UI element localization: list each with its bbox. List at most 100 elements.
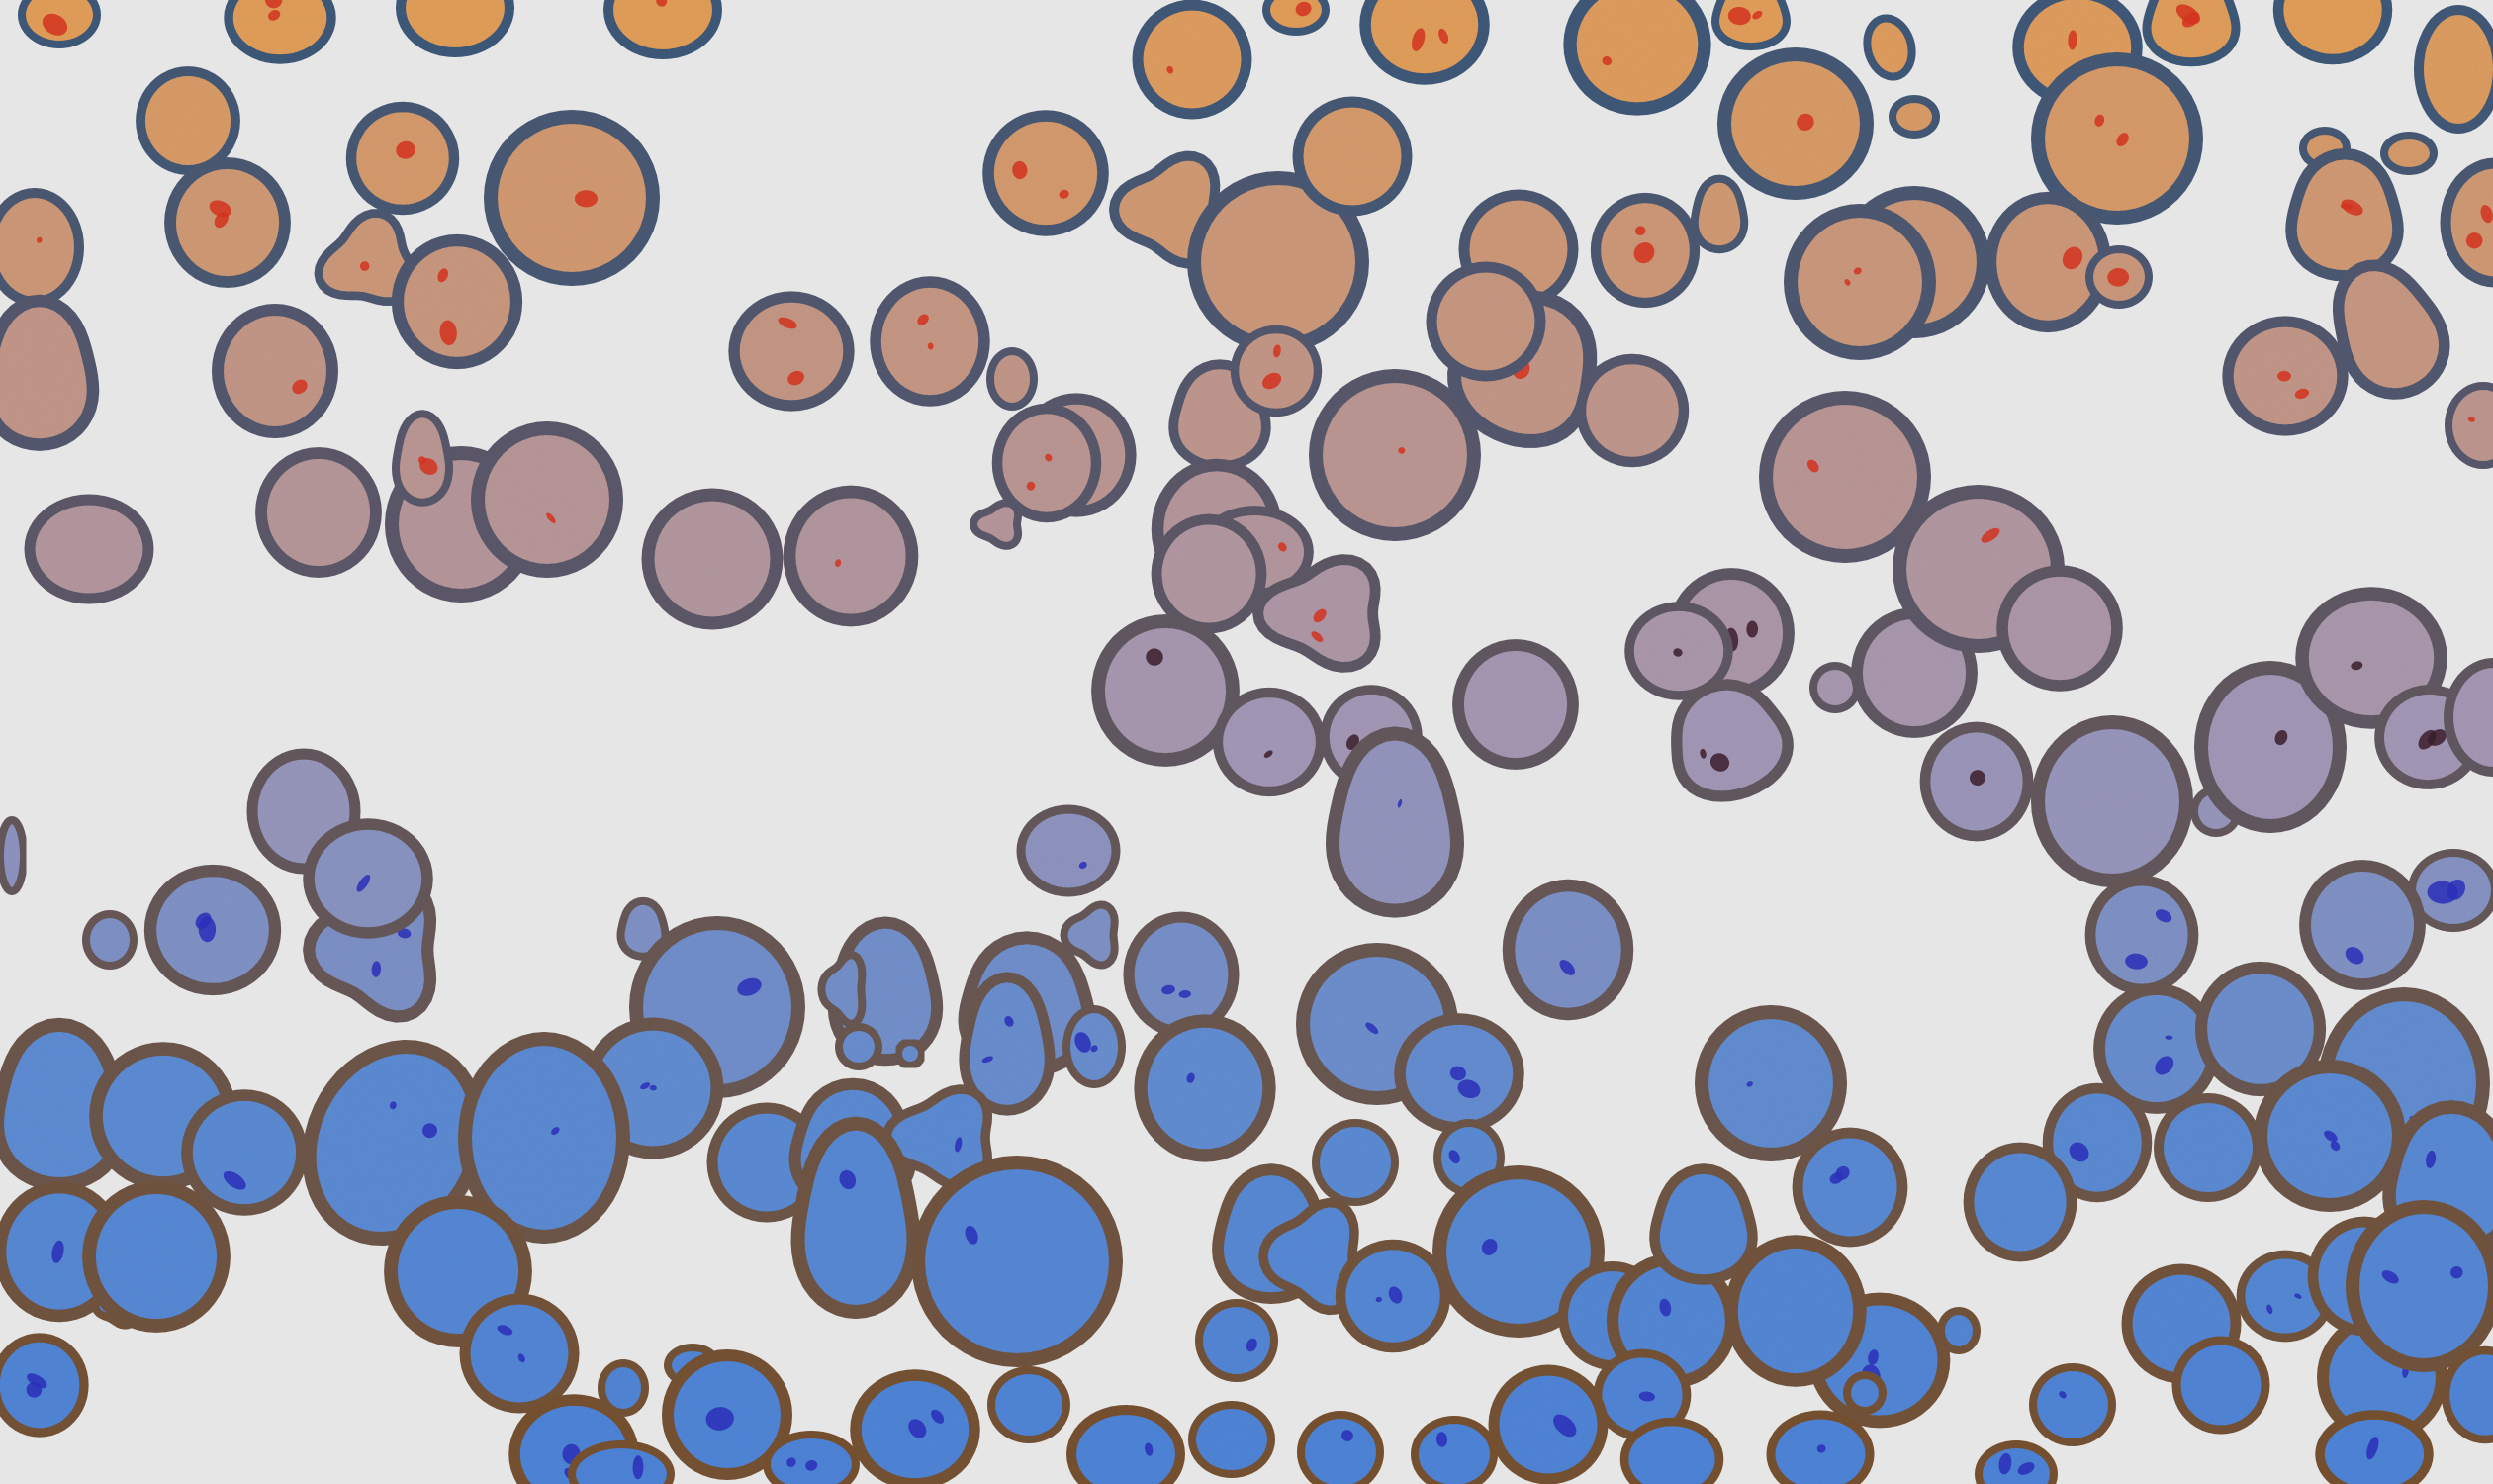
cell [0, 816, 28, 895]
cell-inclusion [1752, 10, 1763, 20]
cell-inclusion [1178, 989, 1191, 998]
cell-inclusion [417, 456, 426, 465]
cell [1889, 95, 1940, 139]
cell-inclusion [656, 0, 668, 7]
cell [1792, 1127, 1908, 1248]
cell-body [1297, 1411, 1384, 1484]
cell-body [987, 1366, 1070, 1443]
cell-inclusion [2450, 1265, 2463, 1279]
cell-inclusion [1340, 1430, 1353, 1441]
cell-inclusion [1700, 748, 1707, 759]
cell-inclusion [292, 379, 308, 395]
cell-inclusion [1602, 56, 1613, 66]
cell-body [1502, 879, 1634, 1021]
cell-inclusion [1090, 1045, 1098, 1053]
cell [459, 1293, 580, 1414]
cell-inclusion [917, 314, 929, 325]
cell-body [2029, 1363, 2116, 1446]
cell-inclusion [705, 1407, 734, 1431]
cell [164, 157, 291, 288]
cell-inclusion [2467, 417, 2475, 422]
cell-inclusion [2017, 1462, 2035, 1475]
cell [991, 403, 1102, 523]
cell-inclusion [1398, 447, 1406, 454]
cell [0, 1017, 129, 1191]
cell-body [2440, 157, 2493, 288]
cell [1695, 1005, 1847, 1161]
cell-body [1863, 14, 1916, 81]
cell-inclusion [397, 928, 412, 939]
cell [1619, 1417, 1724, 1484]
cell-inclusion [1004, 1016, 1014, 1027]
cell-inclusion [931, 1409, 945, 1424]
cell-body [396, 0, 514, 57]
cell-body [82, 1180, 231, 1333]
cell [1123, 911, 1240, 1038]
cell-inclusion [981, 1056, 993, 1064]
cell-body [1066, 1405, 1185, 1484]
cell-body [0, 188, 84, 307]
cell-inclusion [42, 13, 68, 36]
cell [662, 1349, 792, 1480]
cell-inclusion [1438, 28, 1449, 44]
cell-body [2285, 147, 2404, 282]
cell-body [783, 485, 919, 627]
cell-body [1309, 369, 1481, 541]
cell-inclusion [1998, 1452, 2012, 1475]
cell-body [2031, 52, 2203, 225]
cell [911, 1156, 1123, 1367]
cell-body [1359, 0, 1490, 85]
cell-body [959, 972, 1056, 1116]
cell [1843, 1371, 1887, 1415]
cell-body [1411, 1416, 1498, 1484]
cell-inclusion [264, 0, 283, 9]
cell-inclusion [2324, 1130, 2338, 1143]
cell [2440, 157, 2493, 288]
cell-inclusion [2341, 199, 2363, 216]
cell-body [728, 291, 855, 412]
cell-body [1784, 204, 1936, 360]
cell [1784, 204, 1936, 360]
cell-inclusion [1273, 344, 1281, 358]
cell [1809, 662, 1861, 713]
cell-inclusion [1045, 453, 1053, 462]
cell-body [0, 816, 28, 895]
cell-inclusion [267, 10, 281, 21]
cell-body [2272, 0, 2393, 65]
cell-body [2444, 658, 2493, 777]
cell-inclusion [2116, 133, 2129, 146]
cell [2029, 1363, 2116, 1446]
cell-body [1091, 614, 1240, 767]
cell [2042, 1082, 2153, 1203]
cell-body [1060, 900, 1119, 970]
cell-body [0, 1017, 129, 1191]
cell-inclusion [2062, 246, 2083, 270]
cell [224, 0, 336, 64]
cell [1016, 804, 1121, 897]
cell-inclusion [1246, 1338, 1257, 1352]
cell-body [1426, 261, 1546, 382]
cell-body [1016, 804, 1121, 897]
cell-inclusion [1186, 1072, 1195, 1083]
cell-inclusion [835, 559, 842, 568]
cell [2142, 0, 2241, 67]
cell-body [1151, 513, 1267, 634]
cell-inclusion [2330, 1141, 2341, 1152]
cell-inclusion [437, 268, 449, 283]
cell-inclusion [1981, 527, 2000, 543]
cell [2444, 658, 2493, 777]
cell [1649, 1163, 1758, 1285]
cell-body [641, 488, 784, 630]
cell-inclusion [649, 1084, 657, 1091]
cell-body [2441, 1345, 2493, 1444]
cell-body [1488, 1364, 1609, 1484]
cell-inclusion [1853, 267, 1862, 275]
cell-body [1759, 391, 1931, 563]
cell [728, 291, 855, 412]
cell [1359, 0, 1490, 85]
cell [212, 304, 338, 438]
cell-body [255, 447, 382, 578]
cell-inclusion [359, 261, 370, 271]
cell [18, 0, 101, 48]
